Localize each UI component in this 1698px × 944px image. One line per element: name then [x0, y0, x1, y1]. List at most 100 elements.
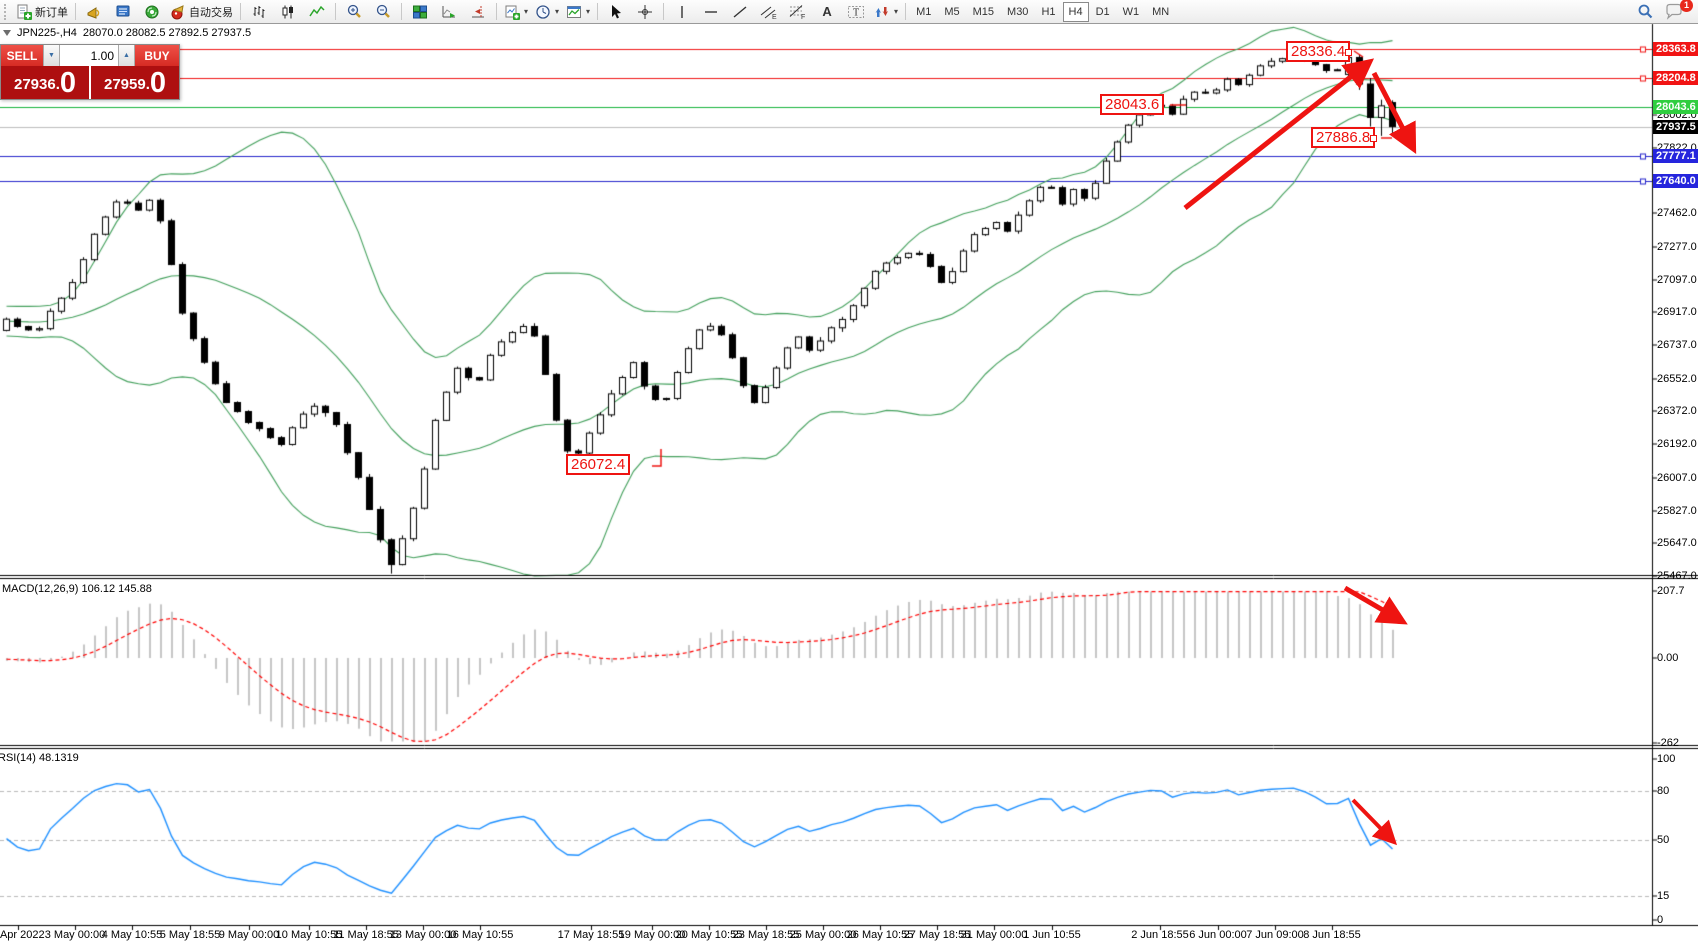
fibonacci-button[interactable]: F — [784, 2, 812, 22]
trendline-button[interactable] — [726, 2, 754, 22]
price-tick-label: 26192.0 — [1657, 438, 1697, 451]
candlestick-chart-type-button[interactable] — [274, 2, 302, 22]
news-horn-icon — [87, 6, 100, 19]
chart-shift-icon — [472, 5, 484, 17]
candlestick-icon — [282, 5, 293, 18]
arrows-shapes-button[interactable]: ▾ — [871, 2, 901, 22]
indicators-button[interactable]: ▾ — [563, 2, 593, 22]
trade-panel-controls: SELL ▼ ▲ BUY — [1, 45, 179, 66]
cursor-button[interactable] — [602, 2, 630, 22]
horizontal-line-button[interactable] — [697, 2, 725, 22]
tile-windows-icon — [413, 5, 427, 18]
timeframe-button-h1[interactable]: H1 — [1041, 5, 1056, 18]
rsi-scale-label: 0 — [1657, 914, 1664, 926]
arrows-shapes-icon — [875, 6, 889, 17]
date-tick-label: 10 May 10:55 — [275, 929, 343, 941]
market-watch-button[interactable] — [109, 2, 137, 22]
market-watch-icon — [116, 5, 130, 16]
date-tick-label: 9 May 00:00 — [218, 929, 280, 941]
timeframe-button-h4[interactable]: H4 — [1062, 1, 1089, 22]
trade-panel-prices: 27936. 0 27959. 0 — [1, 66, 179, 99]
volume-input[interactable] — [60, 45, 118, 66]
zoom-out-button[interactable] — [369, 2, 397, 22]
search-button[interactable] — [1631, 2, 1659, 22]
timeframe-button-w1[interactable]: W1 — [1122, 5, 1140, 18]
annotation-anchor — [1345, 48, 1353, 56]
window-collapse-icon[interactable] — [3, 30, 11, 36]
auto-scroll-icon — [442, 5, 455, 18]
new-chart-icon — [505, 5, 520, 20]
chat-bubble-icon — [1665, 3, 1682, 20]
price-tick-label: 25827.0 — [1657, 504, 1697, 517]
toolbar-separator — [496, 3, 497, 20]
signals-button[interactable] — [138, 2, 166, 22]
timeframe-group: M1 M5 M15 M30 H1 H4 D1 W1 MN — [910, 1, 1175, 22]
trend-up-arrow — [1183, 58, 1375, 210]
timeframe-button-m5[interactable]: M5 — [944, 5, 960, 18]
ask-price-pips: 0 — [149, 67, 167, 99]
macd-scale-label: 207.7 — [1657, 585, 1685, 597]
new-chart-button[interactable]: ▾ — [501, 2, 531, 22]
periods-button[interactable]: ▾ — [532, 2, 562, 22]
price-tick-label: 25647.0 — [1657, 537, 1697, 550]
clock-icon — [536, 4, 550, 19]
price-annotation: 27886.8 — [1311, 127, 1378, 148]
bid-price[interactable]: 27936. 0 — [1, 66, 89, 99]
volume-increase-button[interactable]: ▲ — [118, 45, 135, 66]
rsi-scale-label: 100 — [1657, 753, 1676, 765]
rsi-down-arrow — [1351, 798, 1398, 846]
price-badge: 27937.5 — [1653, 119, 1698, 134]
chat-button[interactable]: 1 — [1660, 0, 1693, 22]
toolbar-grip[interactable] — [4, 3, 10, 20]
text-button[interactable]: A — [822, 4, 832, 19]
vertical-line-button[interactable] — [668, 2, 696, 22]
tile-windows-button[interactable] — [406, 2, 434, 22]
volume-decrease-button[interactable]: ▼ — [43, 45, 60, 66]
crosshair-icon — [638, 4, 653, 19]
auto-trading-label: 自动交易 — [189, 6, 233, 19]
equidistant-channel-button[interactable]: E — [755, 2, 783, 22]
buy-button[interactable]: BUY — [135, 45, 179, 66]
chart-shift-button[interactable] — [464, 2, 492, 22]
crosshair-button[interactable] — [631, 2, 659, 22]
new-order-button[interactable]: 新订单 — [13, 2, 71, 22]
text-label-button[interactable]: T — [842, 2, 870, 22]
timeframe-button-m15[interactable]: M15 — [972, 5, 995, 18]
date-tick-label: 8 Jun 18:55 — [1303, 929, 1361, 941]
date-tick-label: 2 Jun 18:55 — [1131, 929, 1189, 941]
auto-scroll-button[interactable] — [435, 2, 463, 22]
line-chart-type-button[interactable] — [303, 2, 331, 22]
price-annotation: 26072.4 — [566, 454, 631, 475]
ohlc-values: 28070.0 28082.5 27892.5 27937.5 — [82, 27, 252, 39]
indicators-icon — [567, 5, 582, 18]
fibonacci-icon: F — [789, 4, 805, 20]
zoom-in-button[interactable] — [340, 2, 368, 22]
news-button[interactable] — [80, 2, 108, 22]
macd-scale-label: 0.00 — [1657, 652, 1679, 664]
bar-chart-type-button[interactable] — [245, 2, 273, 22]
toolbar-separator — [401, 3, 402, 20]
timeframe-button-m30[interactable]: M30 — [1007, 5, 1029, 18]
timeframe-button-d1[interactable]: D1 — [1095, 5, 1110, 18]
timeframe-button-mn[interactable]: MN — [1152, 5, 1170, 18]
macd-scale-label: -262 — [1657, 737, 1680, 749]
timeframe-button-m1[interactable]: M1 — [916, 5, 932, 18]
ask-price-main: 27959. — [103, 76, 150, 93]
price-tick-label: 26552.0 — [1657, 372, 1697, 385]
date-tick-label: 31 May 00:00 — [960, 929, 1028, 941]
auto-trading-button[interactable]: 自动交易 — [167, 2, 236, 22]
price-tick-label: 26007.0 — [1657, 471, 1697, 484]
ask-price[interactable]: 27959. 0 — [91, 66, 179, 99]
sell-button[interactable]: SELL — [1, 45, 43, 66]
vertical-line-icon — [681, 5, 683, 18]
date-tick-label: 13 May 00:00 — [389, 929, 457, 941]
one-click-trading-panel: SELL ▼ ▲ BUY 27936.0 27959.0 — [0, 44, 180, 100]
date-tick-label: 23 May 18:55 — [732, 929, 800, 941]
price-tick-label: 25467.0 — [1657, 570, 1697, 582]
trend-down-arrow — [1371, 71, 1417, 154]
bar-chart-icon — [253, 5, 265, 18]
macd-label: MACD(12,26,9) 106.12 145.88 — [2, 583, 152, 595]
date-tick-label: 26 May 10:55 — [846, 929, 914, 941]
